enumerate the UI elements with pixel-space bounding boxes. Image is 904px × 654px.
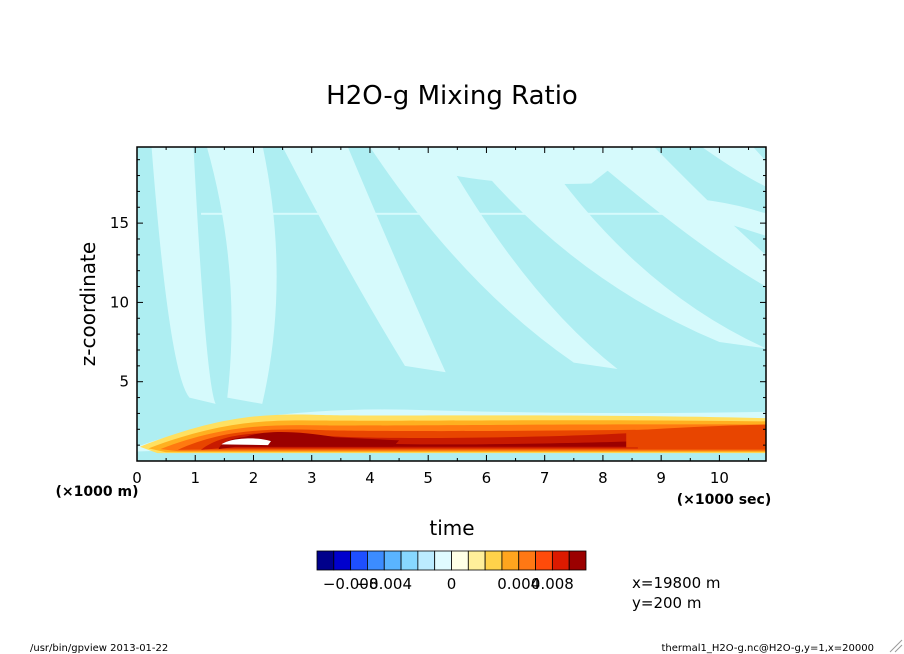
chart-title: H2O-g Mixing Ratio xyxy=(326,81,578,111)
field-moist-contour xyxy=(626,424,766,448)
field-light-band xyxy=(643,197,766,236)
field-light-band xyxy=(206,147,277,404)
colorbar-swatch xyxy=(333,550,352,571)
colorbar-tick-label: −0.004 xyxy=(356,575,412,593)
colorbar-tick-label: 0.008 xyxy=(531,575,574,593)
x-tick-label: 2 xyxy=(249,469,259,487)
field-ground-layer xyxy=(137,452,766,461)
footer-right: thermal1_H2O-g.nc@H2O-g,y=1,x=20000 xyxy=(662,643,874,654)
colorbar-swatch xyxy=(434,550,452,571)
colorbar-swatch xyxy=(383,550,402,571)
resize-grip-icon[interactable] xyxy=(889,639,903,653)
colorbar-swatch xyxy=(417,550,436,571)
annotation-y: y=200 m xyxy=(632,594,701,612)
colorbar-swatch xyxy=(535,550,553,571)
colorbar-swatch xyxy=(568,550,587,571)
field-peak-region xyxy=(221,438,271,446)
colorbar-tick-label: 0.004 xyxy=(497,575,540,593)
x-axis-label: time xyxy=(429,516,474,540)
x-tick-label: 0 xyxy=(132,469,142,487)
y-tick-label: 10 xyxy=(110,293,129,311)
y-axis-label: z-coordinate xyxy=(76,242,100,366)
colorbar-swatch xyxy=(400,550,419,571)
footer-left: /usr/bin/gpview 2013-01-22 xyxy=(30,643,168,654)
y-tick-label: 15 xyxy=(110,214,129,232)
colorbar-swatch xyxy=(350,550,368,571)
x-tick-label: 9 xyxy=(656,469,666,487)
x-tick-label: 3 xyxy=(307,469,317,487)
x-tick-label: 1 xyxy=(190,469,200,487)
x-tick-label: 4 xyxy=(365,469,375,487)
field-light-band xyxy=(151,147,216,404)
y-unit-note: (×1000 m) xyxy=(56,484,139,500)
plot-area xyxy=(136,146,767,462)
colorbar-tick-label: −0.008 xyxy=(323,575,379,593)
field-light-band xyxy=(463,147,766,349)
colorbar-swatch xyxy=(551,550,570,571)
y-axis: 5 10 15 xyxy=(110,159,766,446)
x-tick-label: 8 xyxy=(598,469,608,487)
colorbar-tick-label: 0 xyxy=(447,575,457,593)
field-light-band xyxy=(701,147,766,187)
colorbar-swatch xyxy=(367,550,385,571)
field-light-band xyxy=(375,147,638,184)
colorbar-swatch xyxy=(467,550,486,571)
x-tick-label: 5 xyxy=(423,469,433,487)
colorbar-swatch xyxy=(501,550,520,571)
x-unit-note: (×1000 sec) xyxy=(677,492,772,508)
x-axis: 0 1 2 3 4 5 6 7 8 9 10 xyxy=(132,147,750,487)
plot-frame xyxy=(136,146,767,462)
field-light-band xyxy=(579,147,766,287)
x-tick-label: 10 xyxy=(710,469,729,487)
field-light-band xyxy=(282,147,446,373)
contour-field xyxy=(137,147,766,461)
x-tick-label: 7 xyxy=(540,469,550,487)
colorbar-swatch xyxy=(316,550,335,571)
colorbar-swatch xyxy=(451,550,469,571)
x-tick-label: 6 xyxy=(482,469,492,487)
field-light-band xyxy=(201,212,766,215)
field-light-band xyxy=(369,147,618,370)
y-tick-label: 5 xyxy=(119,373,129,391)
colorbar-swatch xyxy=(484,550,503,571)
field-moist-core xyxy=(230,432,400,447)
colorbar-swatch xyxy=(518,550,536,571)
annotation-x: x=19800 m xyxy=(632,574,721,592)
